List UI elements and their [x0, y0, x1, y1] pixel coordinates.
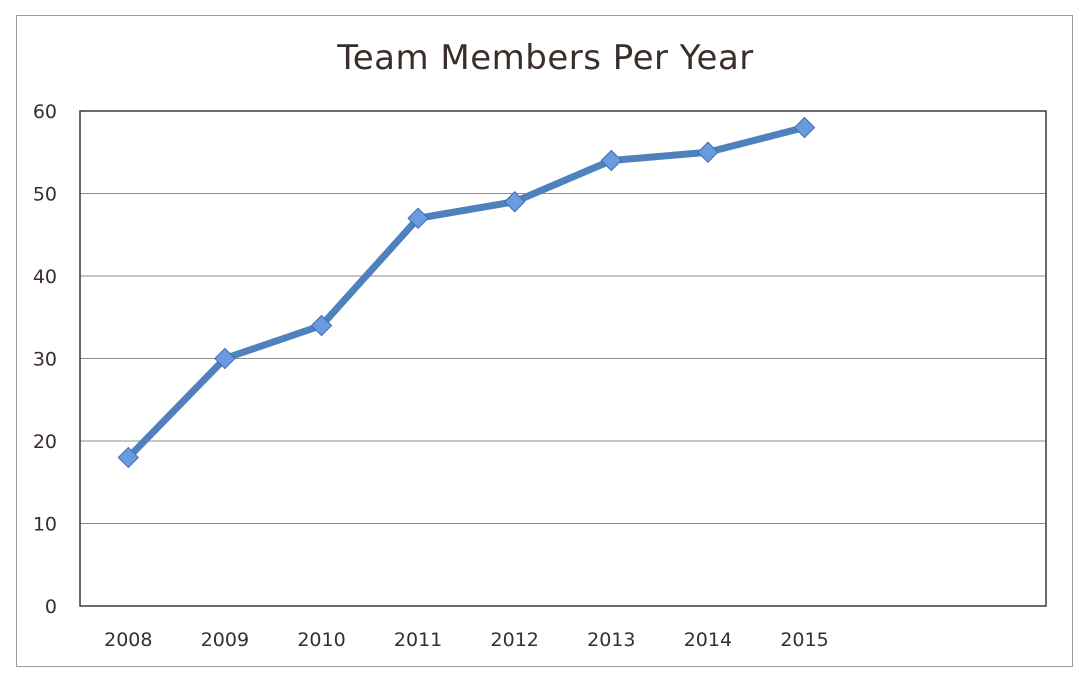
data-point-2008	[117, 446, 140, 469]
y-tick-label: 30	[33, 349, 57, 371]
y-tick-label: 20	[33, 431, 57, 453]
data-point-2011	[407, 207, 429, 229]
x-tick-label: 2008	[104, 629, 152, 651]
gridlines	[80, 193, 1046, 524]
y-tick-label: 0	[45, 596, 57, 618]
x-tick-label: 2010	[297, 629, 345, 651]
data-point-2010	[310, 314, 333, 337]
x-tick-label: 2009	[201, 629, 249, 651]
x-tick-label: 2015	[780, 629, 828, 651]
data-point-2015	[793, 116, 816, 139]
series-line	[124, 124, 808, 461]
data-point-2013	[600, 149, 623, 172]
y-axis-tick-labels: 0 10 20 30 40 50 60	[33, 101, 57, 618]
plot-area-border	[79, 110, 1047, 607]
x-axis-tick-labels: 2008 2009 2010 2011 2012 2013 2014 2015	[104, 629, 829, 651]
data-point-2014	[697, 141, 719, 163]
chart-frame	[16, 15, 1073, 667]
data-series	[117, 116, 816, 469]
data-point-2012	[503, 191, 526, 213]
x-tick-label: 2014	[684, 629, 732, 651]
data-point-2009	[214, 347, 236, 370]
x-tick-label: 2013	[587, 629, 635, 651]
y-tick-label: 60	[33, 101, 57, 123]
x-tick-label: 2012	[491, 629, 539, 651]
y-tick-label: 10	[33, 514, 57, 536]
y-tick-label: 40	[33, 266, 57, 288]
chart-title: Team Members Per Year	[337, 38, 754, 78]
x-tick-label: 2011	[394, 629, 442, 651]
y-tick-label: 50	[33, 184, 57, 206]
